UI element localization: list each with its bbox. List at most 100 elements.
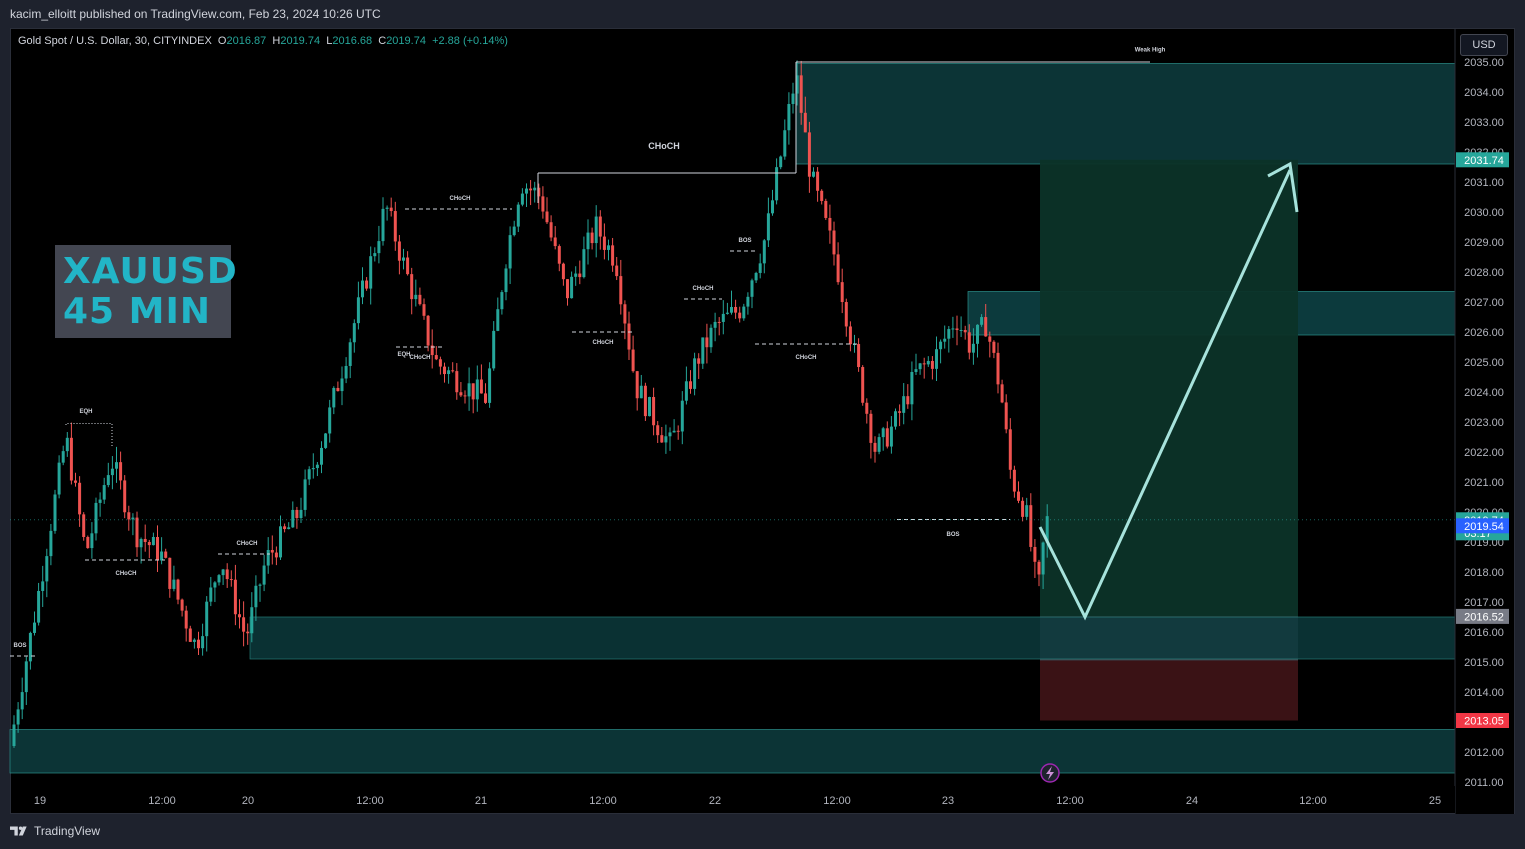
candle-body xyxy=(652,397,656,426)
candle xyxy=(361,267,364,305)
price-label: 2013.05 xyxy=(1456,713,1509,728)
candle-body xyxy=(545,211,549,223)
candle-body xyxy=(570,276,574,299)
candle xyxy=(512,220,516,237)
annotation-choch-4: CHoCH xyxy=(410,355,431,361)
candle xyxy=(570,271,574,299)
annotation-bos-2: BOS xyxy=(946,532,959,538)
candle xyxy=(258,583,262,602)
candle xyxy=(689,370,692,394)
alert-lightning-icon xyxy=(1040,763,1060,783)
candle xyxy=(377,225,381,264)
x-tick-label: 20 xyxy=(242,795,254,807)
candle-body xyxy=(258,584,262,586)
candle xyxy=(697,353,701,379)
candle-body xyxy=(643,385,647,417)
price-label-bg xyxy=(1456,713,1509,728)
annotation-choch-6: CHoCH xyxy=(237,541,258,547)
candle xyxy=(816,167,820,202)
candle xyxy=(283,523,287,533)
candle xyxy=(1008,418,1012,479)
candle-body xyxy=(836,254,840,283)
candle xyxy=(639,374,643,399)
candle-body xyxy=(221,569,225,576)
candle-body xyxy=(57,462,61,495)
candle-body xyxy=(619,276,623,305)
candle-body xyxy=(176,579,180,600)
candle xyxy=(340,366,344,406)
candle xyxy=(356,281,360,330)
candle-body xyxy=(746,296,750,307)
currency-button[interactable]: USD xyxy=(1460,34,1508,56)
candle-body xyxy=(332,387,336,408)
brand-text: TradingView xyxy=(34,824,101,838)
tradingview-logo[interactable]: TradingView xyxy=(10,824,100,838)
candle-body xyxy=(291,509,295,528)
y-tick-label: 2015.00 xyxy=(1464,657,1504,669)
candle xyxy=(652,387,656,436)
candle-body xyxy=(500,292,504,310)
candle-body xyxy=(1025,505,1029,517)
candle-body xyxy=(857,344,861,368)
symbol-legend: Gold Spot / U.S. Dollar, 30, CITYINDEX O… xyxy=(18,35,508,47)
candle-body xyxy=(299,509,303,518)
candle xyxy=(475,365,479,412)
candle xyxy=(484,383,487,404)
candle xyxy=(418,287,422,306)
candle-body xyxy=(742,306,746,319)
candle xyxy=(693,352,697,396)
candle-body xyxy=(78,482,82,515)
candle-body xyxy=(910,371,914,405)
candle xyxy=(78,476,82,527)
candle xyxy=(74,472,77,487)
candle xyxy=(430,329,434,369)
candle-body xyxy=(623,304,627,324)
candle-body xyxy=(12,724,16,746)
candle-body xyxy=(1033,546,1037,562)
candle xyxy=(315,462,319,477)
price-label: 2016.52 xyxy=(1456,608,1509,624)
candle xyxy=(951,316,955,338)
candle xyxy=(619,259,623,315)
candle-body xyxy=(192,639,196,642)
close-label: C xyxy=(378,35,387,47)
candle-body xyxy=(955,328,959,331)
candle xyxy=(623,300,627,340)
candle xyxy=(746,292,750,315)
annotation-choch-3: CHoCH xyxy=(593,340,614,346)
zones-layer xyxy=(9,63,1456,774)
open-value: 2016.87 xyxy=(226,35,267,47)
candle xyxy=(894,408,897,430)
candle-body xyxy=(348,342,352,366)
candle xyxy=(451,362,455,373)
candle-body xyxy=(33,622,36,633)
stop-area xyxy=(1040,660,1298,721)
candle-body xyxy=(488,368,492,403)
candle-body xyxy=(180,599,184,611)
candle-body xyxy=(680,400,684,432)
candle-body xyxy=(1045,516,1049,543)
candle-body xyxy=(721,313,725,322)
candle-body xyxy=(451,370,455,372)
candle xyxy=(775,158,779,205)
x-tick-label: 22 xyxy=(709,795,721,807)
candle xyxy=(168,557,172,598)
candle-body xyxy=(758,263,762,273)
candle xyxy=(1004,394,1008,434)
candle xyxy=(787,92,791,145)
candle xyxy=(611,237,615,272)
target-area xyxy=(1040,159,1298,617)
candle-body xyxy=(602,236,606,250)
price-label-text: 2016.52 xyxy=(1464,611,1504,623)
candle xyxy=(738,306,742,323)
candle xyxy=(857,338,861,372)
candle xyxy=(381,197,385,246)
candle xyxy=(648,396,651,417)
candle xyxy=(762,239,766,274)
candle xyxy=(508,226,512,285)
candle-body xyxy=(201,636,205,649)
candle-body xyxy=(705,337,709,348)
candle xyxy=(976,324,979,358)
candle-body xyxy=(320,447,323,465)
